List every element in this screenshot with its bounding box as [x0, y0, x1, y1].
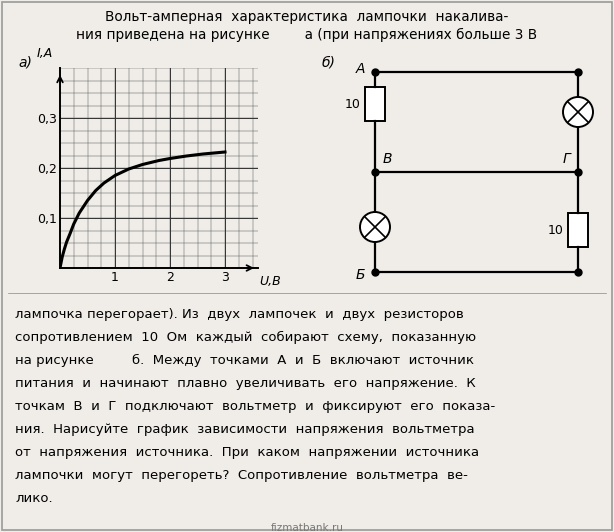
Text: лико.: лико.	[15, 492, 53, 505]
Text: А: А	[356, 62, 365, 76]
Circle shape	[360, 212, 390, 242]
Text: от  напряжения  источника.  При  каком  напряжении  источника: от напряжения источника. При каком напря…	[15, 446, 479, 459]
Text: fizmatbank.ru: fizmatbank.ru	[271, 523, 343, 532]
Text: лампочки  могут  перегореть?  Сопротивление  вольтметра  ве-: лампочки могут перегореть? Сопротивление…	[15, 469, 468, 482]
Text: точкам  В  и  Г  подключают  вольтметр  и  фиксируют  его  показа-: точкам В и Г подключают вольтметр и фикс…	[15, 400, 495, 413]
Text: б): б)	[322, 56, 336, 70]
Text: ния.  Нарисуйте  график  зависимости  напряжения  вольтметра: ния. Нарисуйте график зависимости напряж…	[15, 423, 475, 436]
Text: 10: 10	[548, 223, 564, 237]
Text: Г: Г	[562, 152, 570, 166]
Text: лампочка перегорает). Из  двух  лампочек  и  двух  резисторов: лампочка перегорает). Из двух лампочек и…	[15, 308, 464, 321]
Text: сопротивлением  10  Ом  каждый  собирают  схему,  показанную: сопротивлением 10 Ом каждый собирают схе…	[15, 331, 476, 344]
Circle shape	[563, 97, 593, 127]
Text: питания  и  начинают  плавно  увеличивать  его  напряжение.  К: питания и начинают плавно увеличивать ег…	[15, 377, 476, 390]
Bar	[568, 213, 588, 247]
Bar	[365, 87, 385, 121]
Text: В: В	[383, 152, 392, 166]
Text: а): а)	[18, 56, 32, 70]
Text: U,В: U,В	[259, 276, 281, 288]
Text: Вольт-амперная  характеристика  лампочки  накалива-: Вольт-амперная характеристика лампочки н…	[106, 10, 508, 24]
Text: I,А: I,А	[36, 47, 53, 61]
Text: Б: Б	[356, 268, 365, 282]
Text: на рисунке         б.  Между  точками  А  и  Б  включают  источник: на рисунке б. Между точками А и Б включа…	[15, 354, 474, 367]
Text: 10: 10	[345, 97, 361, 111]
Text: ния приведена на рисунке        а (при напряжениях больше 3 В: ния приведена на рисунке а (при напряжен…	[76, 28, 538, 42]
